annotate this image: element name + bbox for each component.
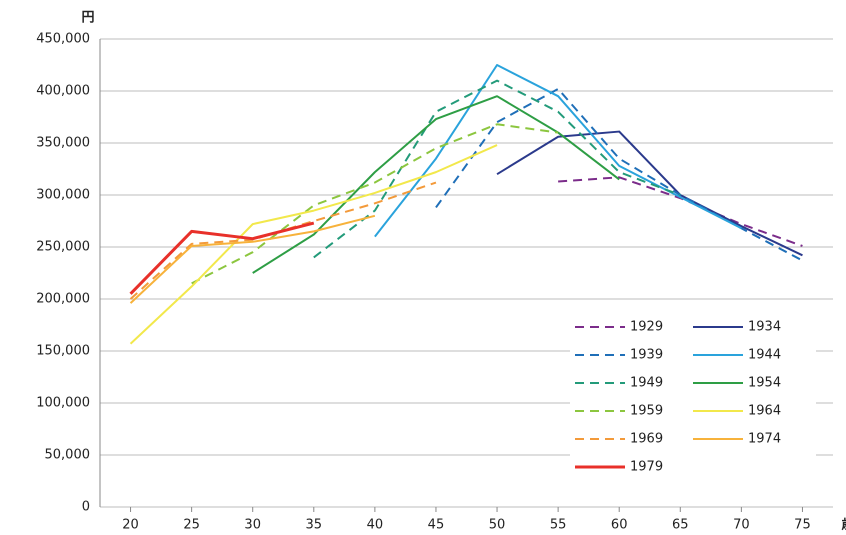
legend-label: 1944 [748,348,781,363]
x-tick-label: 20 [122,518,139,533]
y-tick-label: 250,000 [36,240,90,255]
y-tick-label: 200,000 [36,292,90,307]
series-line [558,176,803,247]
x-unit: 歳 [841,517,846,533]
legend-label: 1979 [630,460,663,475]
series-line [496,130,803,257]
x-tick-label: 75 [794,518,811,533]
y-tick-label: 100,000 [36,396,90,411]
series-line [313,79,681,259]
legend-label: 1959 [630,404,663,419]
series-line [129,221,315,295]
x-tick-label: 60 [611,518,628,533]
series-line [435,87,803,262]
series-line [129,144,498,345]
y-unit: 円 [81,11,94,26]
x-tick-label: 40 [367,518,384,533]
legend-label: 1949 [630,376,663,391]
legend-label: 1939 [630,348,663,363]
x-tick-label: 65 [672,518,689,533]
legend-label: 1974 [748,432,781,447]
series-line [252,95,620,274]
legend-label: 1969 [630,432,663,447]
y-tick-label: 50,000 [45,448,91,463]
y-tick-label: 300,000 [36,188,90,203]
y-tick-label: 400,000 [36,84,90,99]
x-tick-label: 25 [183,518,200,533]
y-tick-label: 450,000 [36,32,90,47]
x-tick-label: 55 [550,518,567,533]
legend-label: 1964 [748,404,781,419]
y-tick-label: 350,000 [36,136,90,151]
series-line [129,181,437,300]
x-tick-label: 70 [733,518,750,533]
legend-label: 1929 [630,320,663,335]
x-tick-label: 30 [244,518,261,533]
series-line [129,214,376,304]
y-tick-label: 150,000 [36,344,90,359]
legend-label: 1934 [748,320,781,335]
legend-box [570,311,816,485]
x-tick-label: 45 [428,518,445,533]
series-line [191,123,559,285]
series-line [374,64,742,238]
x-tick-label: 35 [306,518,323,533]
legend-label: 1954 [748,376,781,391]
x-tick-label: 50 [489,518,506,533]
y-tick-label: 0 [82,500,90,515]
